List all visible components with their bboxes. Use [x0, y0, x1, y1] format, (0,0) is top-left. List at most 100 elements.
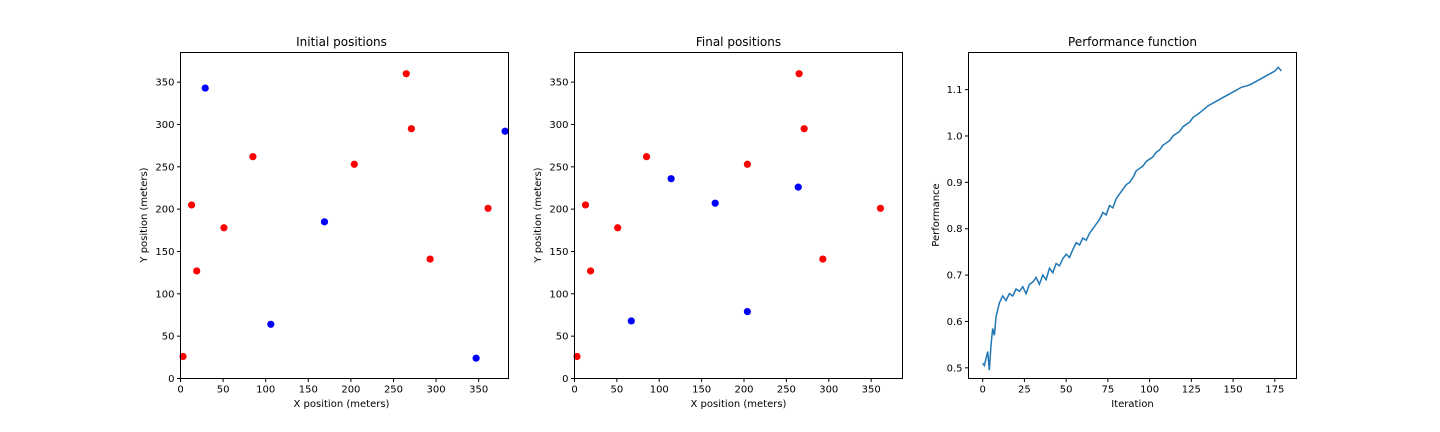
x-tick-label: 50 [611, 385, 624, 396]
y-tick-label: 0.5 [947, 363, 963, 374]
scatter-point-red [426, 255, 434, 263]
axis-ticks: 0 50 100 150 200 250 300 350 0 50 100 150 200 250 300 3… [549, 78, 880, 396]
scatter-point-red [743, 160, 751, 168]
scatter-point-blue [711, 199, 719, 207]
x-axis-label: Iteration [1111, 399, 1153, 410]
series-line [982, 66, 1283, 371]
x-tick-label: 0 [571, 385, 577, 396]
y-tick-label: 0.7 [947, 271, 963, 282]
y-tick-label: 350 [155, 78, 174, 89]
scatter-point-blue [627, 317, 635, 325]
scatter-point-red [350, 160, 358, 168]
y-axis-label: Performance [931, 183, 942, 246]
x-tick-label: 150 [692, 385, 711, 396]
scatter-point-blue [320, 218, 329, 226]
y-tick-label: 150 [549, 247, 568, 258]
scatter-point-red [573, 352, 581, 361]
x-tick-label: 50 [1060, 385, 1073, 396]
y-tick-label: 0 [168, 374, 174, 385]
performance-line [982, 66, 1283, 371]
y-tick-label: 250 [155, 162, 174, 173]
scatter-point-red [614, 224, 622, 232]
x-tick-label: 350 [862, 385, 881, 396]
x-tick-label: 300 [427, 385, 446, 396]
scatter-point-blue [794, 183, 802, 191]
x-tick-label: 300 [819, 385, 838, 396]
y-tick-label: 200 [155, 205, 174, 216]
y-axis-label: Y position (meters) [139, 167, 150, 263]
scatter-point-red [587, 267, 595, 275]
scatter-point-red [876, 204, 885, 212]
x-tick-label: 350 [469, 385, 488, 396]
x-tick-label: 250 [777, 385, 796, 396]
y-tick-label: 100 [155, 289, 174, 300]
y-tick-label: 100 [549, 289, 568, 300]
y-axis-label: Y position (meters) [533, 167, 544, 263]
x-tick-label: 25 [1018, 385, 1031, 396]
x-tick-label: 250 [384, 385, 403, 396]
scatter-points [179, 70, 509, 362]
scatter-point-blue [267, 320, 275, 328]
y-tick-label: 250 [549, 162, 568, 173]
x-axis-label: X position (meters) [691, 399, 787, 410]
scatter-point-blue [667, 175, 675, 183]
scatter-point-blue [501, 127, 509, 135]
x-axis-label: X position (meters) [294, 399, 390, 410]
y-tick-label: 0.6 [947, 317, 963, 328]
x-tick-label: 50 [217, 385, 230, 396]
scatter-point-red [819, 255, 827, 263]
scatter-point-red [193, 267, 201, 275]
scatter-point-blue [472, 354, 480, 362]
x-tick-label: 200 [341, 385, 360, 396]
scatter-points [573, 70, 885, 361]
y-tick-label: 300 [549, 120, 568, 131]
x-tick-label: 150 [299, 385, 318, 396]
plot-frame [180, 52, 509, 379]
scatter-point-red [407, 125, 415, 133]
scatter-point-red [642, 153, 651, 161]
y-tick-label: 0.8 [947, 224, 963, 235]
scatter-point-red [249, 153, 257, 161]
x-tick-label: 100 [650, 385, 669, 396]
y-tick-label: 0 [562, 374, 568, 385]
scatter-point-blue [743, 308, 751, 316]
chart-title: Initial positions [296, 35, 387, 49]
x-tick-label: 100 [1140, 385, 1159, 396]
y-tick-label: 1.0 [947, 131, 963, 142]
x-tick-label: 100 [256, 385, 275, 396]
initial-positions-chart: Initial positions X position (meters) Y … [139, 35, 509, 410]
chart-title: Performance function [1068, 35, 1197, 49]
y-tick-label: 300 [155, 120, 174, 131]
x-tick-label: 200 [734, 385, 753, 396]
y-tick-label: 350 [549, 78, 568, 89]
plot-frame [574, 52, 903, 379]
y-tick-label: 50 [556, 332, 569, 343]
scatter-point-red [220, 224, 228, 232]
scatter-point-red [800, 125, 808, 133]
x-tick-label: 125 [1182, 385, 1201, 396]
y-tick-label: 0.9 [947, 178, 963, 189]
x-tick-label: 150 [1224, 385, 1243, 396]
x-tick-label: 75 [1102, 385, 1115, 396]
y-tick-label: 150 [155, 247, 174, 258]
axis-ticks: 0 50 100 150 200 250 300 350 0 50 100 150 200 250 300 3… [155, 78, 488, 396]
scatter-point-blue [201, 84, 209, 92]
scatter-point-red [581, 201, 590, 209]
y-tick-label: 200 [549, 205, 568, 216]
final-positions-chart: Final positions X position (meters) Y po… [533, 35, 903, 410]
scatter-point-red [795, 70, 803, 78]
scatter-point-red [187, 201, 196, 209]
y-tick-label: 1.1 [947, 85, 963, 96]
performance-function-chart: Performance function Iteration Performan… [931, 35, 1297, 410]
x-tick-label: 0 [177, 385, 183, 396]
plot-frame [968, 52, 1297, 379]
scatter-point-red [484, 204, 492, 212]
scatter-point-red [402, 70, 410, 78]
y-tick-label: 50 [162, 332, 175, 343]
chart-title: Final positions [696, 35, 781, 49]
x-tick-label: 175 [1265, 385, 1284, 396]
x-tick-label: 0 [980, 385, 986, 396]
scatter-point-red [179, 352, 187, 361]
axis-ticks: 0 25 50 75 100 125 150 175 0.5 0.6 0.7 0.8 0.9 1.0 1.1 [947, 85, 1285, 395]
